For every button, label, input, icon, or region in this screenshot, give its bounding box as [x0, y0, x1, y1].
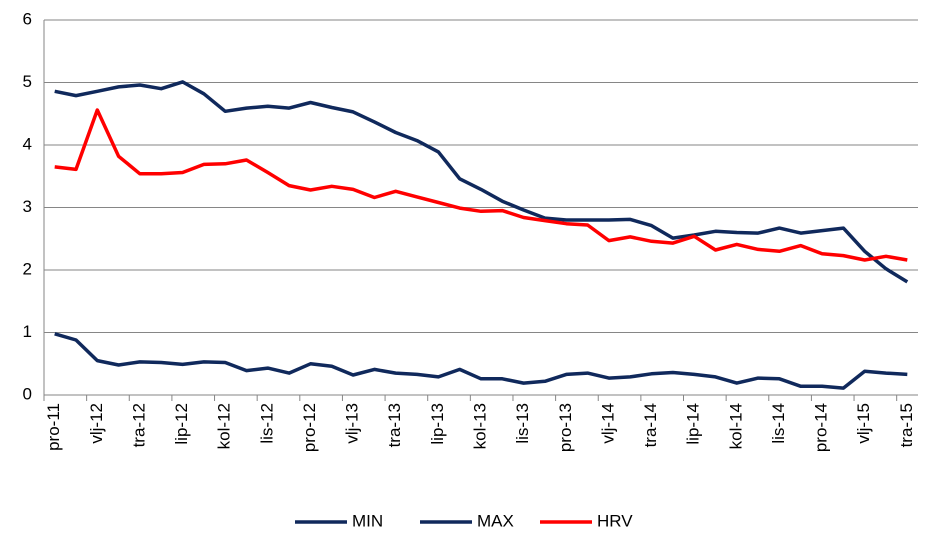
x-tick-label: pro-13 — [556, 403, 575, 452]
x-tick-label: vlj-12 — [87, 403, 106, 444]
x-tick-label: kol-14 — [726, 403, 745, 449]
legend-label: HRV — [597, 511, 633, 530]
x-tick-label: lip-14 — [684, 403, 703, 445]
legend-label: MAX — [477, 511, 514, 530]
x-tick-label: pro-12 — [300, 403, 319, 452]
x-tick-label: lis-12 — [257, 403, 276, 444]
y-tick-label: 1 — [23, 322, 32, 341]
x-tick-label: vlj-14 — [598, 403, 617, 444]
x-tick-label: lip-12 — [172, 403, 191, 445]
x-tick-label: tra-12 — [129, 403, 148, 447]
legend-label: MIN — [352, 511, 383, 530]
x-tick-label: kol-13 — [470, 403, 489, 449]
y-tick-label: 2 — [23, 259, 32, 278]
y-tick-label: 6 — [23, 9, 32, 28]
x-tick-label: lip-13 — [428, 403, 447, 445]
series-line — [54, 332, 908, 390]
x-tick-label: lis-14 — [769, 403, 788, 444]
x-tick-label: tra-15 — [897, 403, 916, 447]
x-tick-label: vlj-15 — [854, 403, 873, 444]
x-tick-label: kol-12 — [215, 403, 234, 449]
y-tick-label: 0 — [23, 384, 32, 403]
x-tick-label: tra-13 — [385, 403, 404, 447]
series-line — [54, 80, 909, 284]
x-tick-label: pro-14 — [812, 403, 831, 452]
x-tick-label: pro-11 — [44, 403, 63, 451]
y-tick-label: 5 — [23, 72, 32, 91]
y-tick-label: 3 — [23, 197, 32, 216]
x-tick-label: vlj-13 — [343, 403, 362, 444]
series-line — [54, 108, 908, 262]
x-tick-label: lis-13 — [513, 403, 532, 444]
x-tick-label: tra-14 — [641, 403, 660, 447]
y-tick-label: 4 — [23, 134, 32, 153]
